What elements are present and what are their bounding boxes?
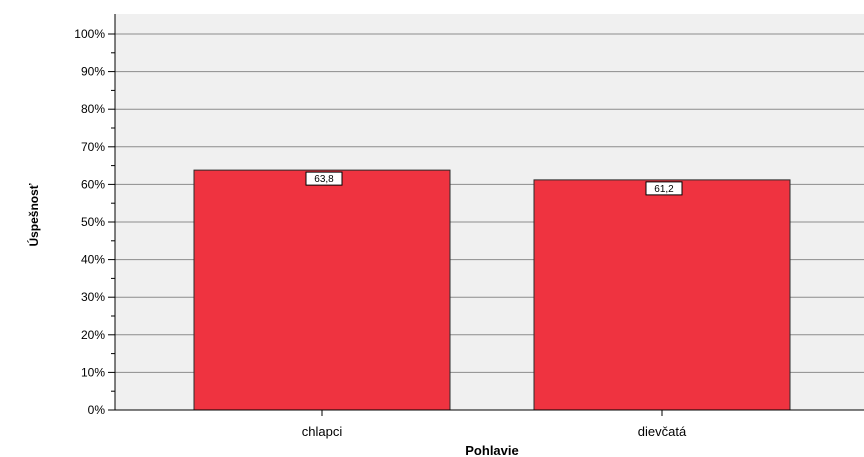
bar	[533, 179, 791, 411]
y-tick-label: 50%	[81, 215, 105, 229]
y-tick-label: 10%	[81, 365, 105, 379]
y-tick-label: 60%	[81, 177, 105, 191]
data-label: 61,2	[654, 184, 674, 195]
x-tick-label: dievčatá	[638, 424, 687, 439]
x-tick-label: chlapci	[302, 424, 343, 439]
bars	[193, 169, 791, 411]
y-tick-label: 20%	[81, 328, 105, 342]
y-tick-label: 90%	[81, 65, 105, 79]
bar	[193, 169, 451, 411]
y-axis: 0% 10% 20% 30% 40% 50% 60% 70% 80% 90% 100%	[74, 14, 116, 417]
data-label: 63,8	[314, 174, 334, 185]
data-label-box	[645, 181, 683, 196]
x-axis-title: Pohlavie	[465, 443, 518, 457]
y-tick-label: 30%	[81, 290, 105, 304]
data-label-box	[305, 171, 343, 186]
data-labels: 63,8 61,2	[305, 171, 683, 196]
y-tick-label: 100%	[74, 27, 105, 41]
y-tick-label: 70%	[81, 140, 105, 154]
y-tick-label: 0%	[88, 403, 106, 417]
x-axis: chlapci dievčatá	[115, 409, 864, 439]
y-tick-label: 80%	[81, 102, 105, 116]
y-tick-label: 40%	[81, 253, 105, 267]
y-axis-title: Úspešnosť	[26, 183, 41, 246]
